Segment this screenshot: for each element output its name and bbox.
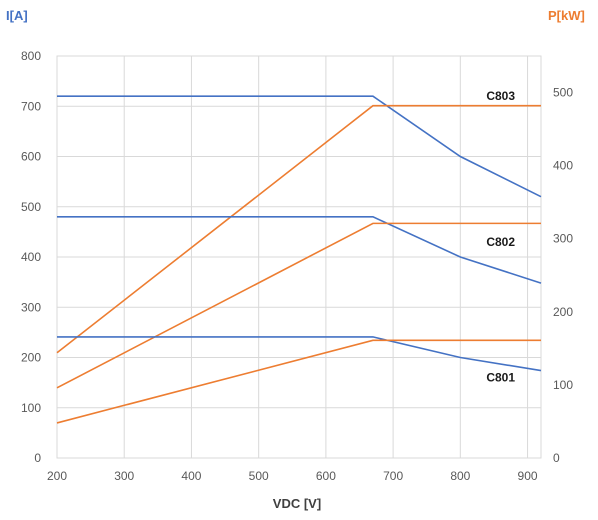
y-left-tick-label: 0 <box>34 451 41 465</box>
x-axis-title: VDC [V] <box>273 496 321 511</box>
series-labels: C803 C802 C801 <box>486 89 515 384</box>
y-right-tick-label: 100 <box>553 378 573 392</box>
x-tick-label: 800 <box>450 469 470 483</box>
y-left-tick-label: 500 <box>21 200 41 214</box>
y-left-tick-label: 100 <box>21 401 41 415</box>
c801-power-line <box>56 339 541 424</box>
y-right-tick-label: 0 <box>553 451 560 465</box>
c803-power-line <box>56 104 541 354</box>
y-right-tick-label: 400 <box>553 159 573 173</box>
y-left-tick-label: 300 <box>21 300 41 314</box>
x-tick-label: 900 <box>518 469 538 483</box>
series-lines <box>56 95 542 424</box>
series-label-c802: C802 <box>486 235 515 249</box>
y-left-axis-ticks: 0 100 200 300 400 500 600 700 800 <box>21 49 41 465</box>
x-tick-label: 300 <box>114 469 134 483</box>
y-left-tick-label: 700 <box>21 99 41 113</box>
x-tick-label: 400 <box>181 469 201 483</box>
y-right-axis-title: P[kW] <box>548 8 585 23</box>
y-right-tick-label: 500 <box>553 86 573 100</box>
series-label-c801: C801 <box>486 371 515 385</box>
y-left-tick-label: 400 <box>21 250 41 264</box>
c802-current-line <box>57 216 542 284</box>
x-tick-label: 500 <box>249 469 269 483</box>
x-tick-label: 200 <box>47 469 67 483</box>
series-label-c803: C803 <box>486 89 515 103</box>
c802-power-line <box>56 222 541 389</box>
grid <box>56 55 542 459</box>
x-axis-ticks: 200 300 400 500 600 700 800 900 <box>47 469 538 483</box>
y-right-tick-label: 200 <box>553 305 573 319</box>
y-left-tick-label: 800 <box>21 49 41 63</box>
y-right-tick-label: 300 <box>553 232 573 246</box>
y-left-tick-label: 200 <box>21 351 41 365</box>
c803-current-line <box>57 95 542 198</box>
y-right-axis-ticks: 0 100 200 300 400 500 <box>553 86 573 465</box>
x-tick-label: 700 <box>383 469 403 483</box>
c801-current-line <box>57 336 542 372</box>
y-left-axis-title: I[A] <box>6 8 28 23</box>
y-left-tick-label: 600 <box>21 150 41 164</box>
x-tick-label: 600 <box>316 469 336 483</box>
